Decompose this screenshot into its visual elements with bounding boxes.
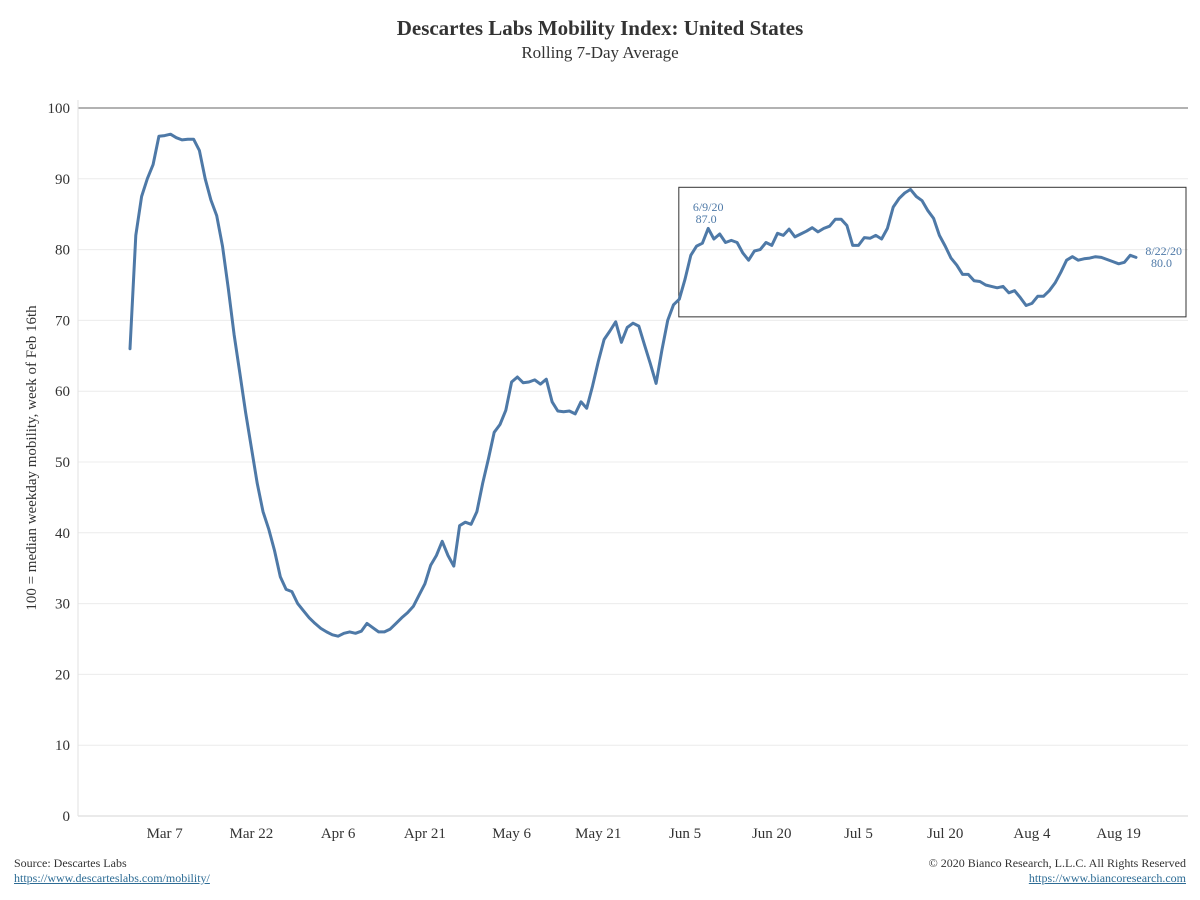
y-tick-label: 100 [48,101,71,117]
x-tick-label: Jul 5 [844,826,873,842]
annotation-date-label: 6/9/20 [693,200,724,214]
footer-source: Source: Descartes Labs https://www.desca… [14,856,210,886]
footer-copyright: © 2020 Bianco Research, L.L.C. All Right… [929,856,1186,886]
copyright-link[interactable]: https://www.biancoresearch.com [1028,871,1186,885]
y-tick-label: 40 [55,526,70,542]
annotation-value-label: 87.0 [696,212,717,226]
x-tick-label: Jun 20 [752,826,792,842]
x-tick-label: Jun 5 [669,826,701,842]
y-axis-label: 100 = median weekday mobility, week of F… [24,305,40,611]
x-tick-label: Mar 7 [147,826,184,842]
source-text: Source: Descartes Labs [14,856,127,870]
x-tick-label: May 21 [575,826,621,842]
x-tick-label: May 6 [492,826,531,842]
chart-subtitle: Rolling 7-Day Average [521,43,679,62]
source-link[interactable]: https://www.descarteslabs.com/mobility/ [14,871,210,885]
x-tick-label: Apr 21 [404,826,446,842]
y-tick-label: 20 [55,667,70,683]
y-tick-label: 30 [55,597,70,613]
y-tick-label: 0 [63,809,71,825]
x-tick-label: Apr 6 [321,826,356,842]
annotation-date-label: 8/22/20 [1145,244,1182,258]
y-tick-label: 50 [55,455,70,471]
x-tick-label: Aug 19 [1096,826,1141,842]
chart-title: Descartes Labs Mobility Index: United St… [396,16,804,40]
x-tick-label: Jul 20 [927,826,963,842]
annotation-value-label: 80.0 [1151,256,1172,270]
y-tick-label: 70 [55,313,70,329]
series-line [128,132,1138,638]
y-tick-label: 10 [55,738,70,754]
y-tick-label: 60 [55,384,70,400]
x-tick-label: Aug 4 [1013,826,1051,842]
copyright-text: © 2020 Bianco Research, L.L.C. All Right… [928,856,1186,870]
y-tick-label: 90 [55,172,70,188]
highlight-box [678,186,1187,318]
y-tick-label: 80 [55,243,70,259]
x-tick-label: Mar 22 [230,826,274,842]
